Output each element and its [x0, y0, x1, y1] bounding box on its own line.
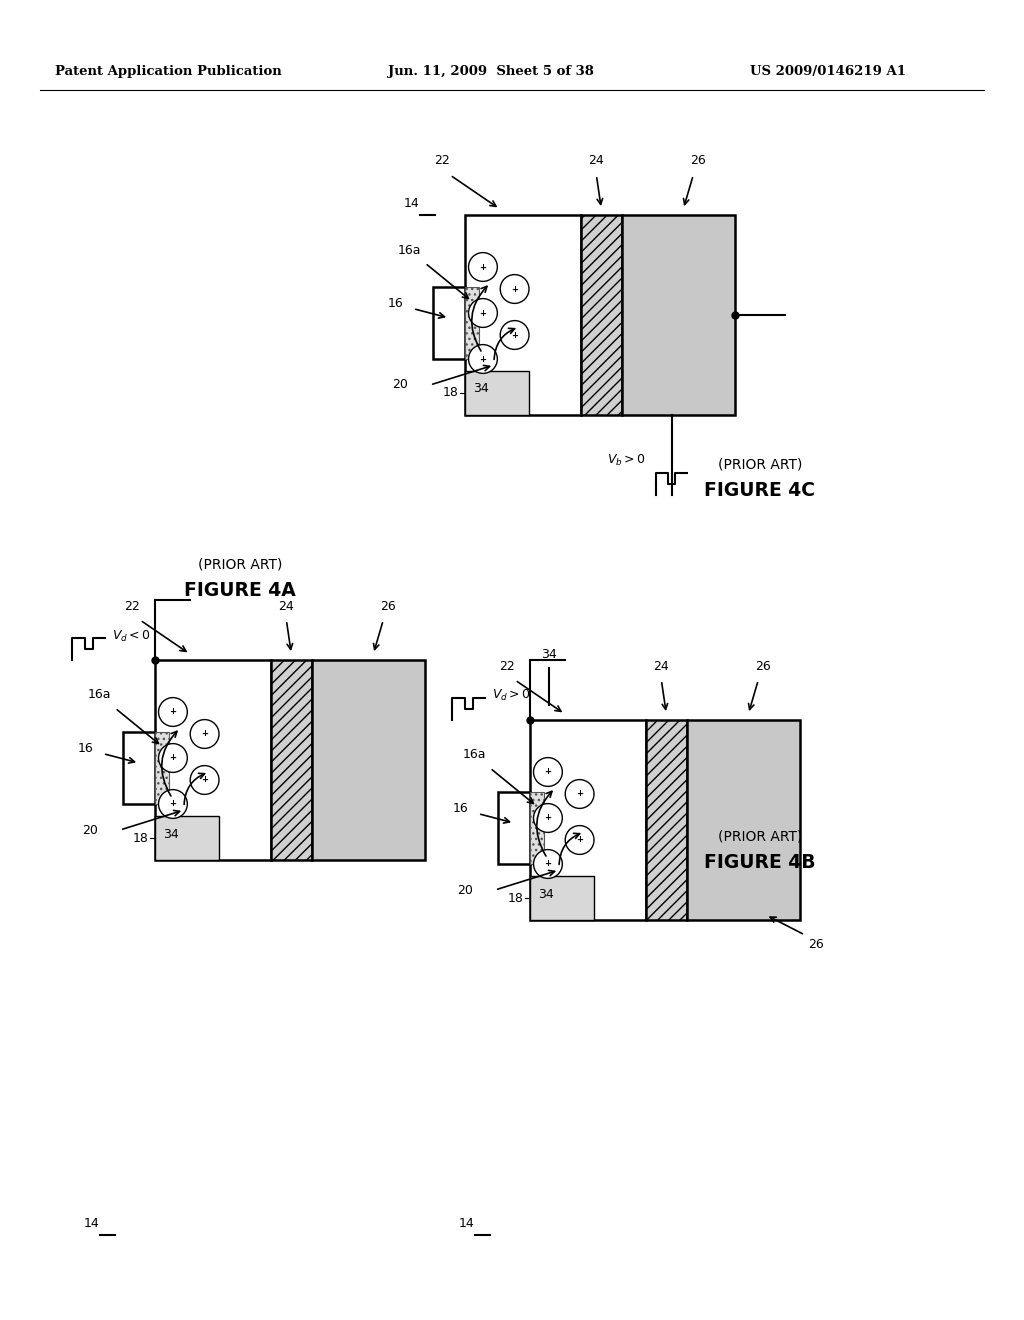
Bar: [123, 733, 155, 804]
Text: 22: 22: [434, 154, 450, 168]
Bar: [530, 792, 544, 865]
Text: 18: 18: [508, 891, 524, 904]
Text: 20: 20: [392, 379, 408, 392]
Bar: [687, 719, 800, 920]
Bar: [465, 215, 581, 414]
Text: 34: 34: [541, 648, 557, 661]
Text: 24: 24: [589, 154, 604, 168]
Text: 20: 20: [82, 824, 98, 837]
Circle shape: [565, 825, 594, 854]
Text: 24: 24: [653, 660, 670, 672]
Circle shape: [534, 804, 562, 833]
Bar: [622, 215, 735, 414]
Text: 20: 20: [457, 883, 473, 896]
Text: +: +: [169, 754, 176, 763]
Text: 34: 34: [163, 828, 179, 841]
Text: 34: 34: [473, 383, 488, 396]
Text: 16a: 16a: [87, 689, 111, 701]
Text: +: +: [201, 730, 208, 738]
Text: +: +: [169, 708, 176, 717]
Circle shape: [469, 298, 498, 327]
Bar: [530, 719, 646, 920]
Circle shape: [159, 789, 187, 818]
Circle shape: [500, 321, 529, 350]
Text: 22: 22: [124, 599, 140, 612]
Text: 22: 22: [499, 660, 515, 672]
Text: 34: 34: [538, 887, 554, 900]
Circle shape: [190, 766, 219, 795]
Bar: [581, 215, 622, 414]
Circle shape: [534, 758, 562, 787]
Bar: [155, 660, 271, 861]
Text: 24: 24: [279, 599, 294, 612]
Text: $V_b > 0$: $V_b > 0$: [607, 453, 646, 467]
Text: +: +: [479, 355, 486, 363]
Text: 18: 18: [133, 832, 150, 845]
Circle shape: [469, 345, 498, 374]
Bar: [646, 719, 687, 920]
Circle shape: [500, 275, 529, 304]
Circle shape: [534, 850, 562, 878]
Text: 26: 26: [808, 939, 823, 952]
Text: 26: 26: [690, 154, 707, 168]
Text: 16: 16: [387, 297, 403, 310]
Text: 14: 14: [459, 1217, 474, 1230]
Text: (PRIOR ART): (PRIOR ART): [718, 458, 802, 473]
Text: 16a: 16a: [463, 748, 486, 762]
Text: +: +: [169, 800, 176, 808]
Text: 16: 16: [77, 742, 93, 755]
Text: 26: 26: [756, 660, 771, 672]
Text: +: +: [479, 309, 486, 318]
Bar: [498, 792, 530, 865]
Bar: [311, 660, 425, 861]
Text: 16a: 16a: [397, 243, 421, 256]
Bar: [155, 816, 219, 861]
Text: +: +: [511, 285, 518, 293]
Text: +: +: [545, 859, 552, 869]
Text: FIGURE 4B: FIGURE 4B: [705, 853, 816, 871]
Bar: [433, 286, 465, 359]
Bar: [530, 876, 594, 920]
Bar: [465, 371, 528, 414]
Text: 26: 26: [381, 599, 396, 612]
Text: US 2009/0146219 A1: US 2009/0146219 A1: [750, 66, 906, 78]
Text: FIGURE 4A: FIGURE 4A: [184, 581, 296, 599]
Circle shape: [159, 743, 187, 772]
Circle shape: [469, 252, 498, 281]
Text: +: +: [201, 776, 208, 784]
Text: 14: 14: [403, 197, 419, 210]
Circle shape: [190, 719, 219, 748]
Text: (PRIOR ART): (PRIOR ART): [198, 558, 283, 572]
Text: 16: 16: [453, 803, 468, 814]
Text: +: +: [479, 263, 486, 272]
Text: $V_d > 0$: $V_d > 0$: [492, 688, 530, 702]
Text: +: +: [577, 789, 583, 799]
Circle shape: [565, 780, 594, 808]
Text: +: +: [545, 813, 552, 822]
Text: FIGURE 4C: FIGURE 4C: [705, 480, 815, 499]
Text: $V_d < 0$: $V_d < 0$: [112, 628, 151, 644]
Text: 18: 18: [443, 387, 459, 400]
Bar: [271, 660, 311, 861]
Circle shape: [159, 697, 187, 726]
Bar: [465, 286, 479, 359]
Text: Jun. 11, 2009  Sheet 5 of 38: Jun. 11, 2009 Sheet 5 of 38: [388, 66, 594, 78]
Bar: [155, 733, 169, 804]
Text: (PRIOR ART): (PRIOR ART): [718, 830, 802, 843]
Text: +: +: [545, 767, 552, 776]
Text: +: +: [511, 330, 518, 339]
Text: Patent Application Publication: Patent Application Publication: [55, 66, 282, 78]
Text: 14: 14: [83, 1217, 99, 1230]
Text: +: +: [577, 836, 583, 845]
